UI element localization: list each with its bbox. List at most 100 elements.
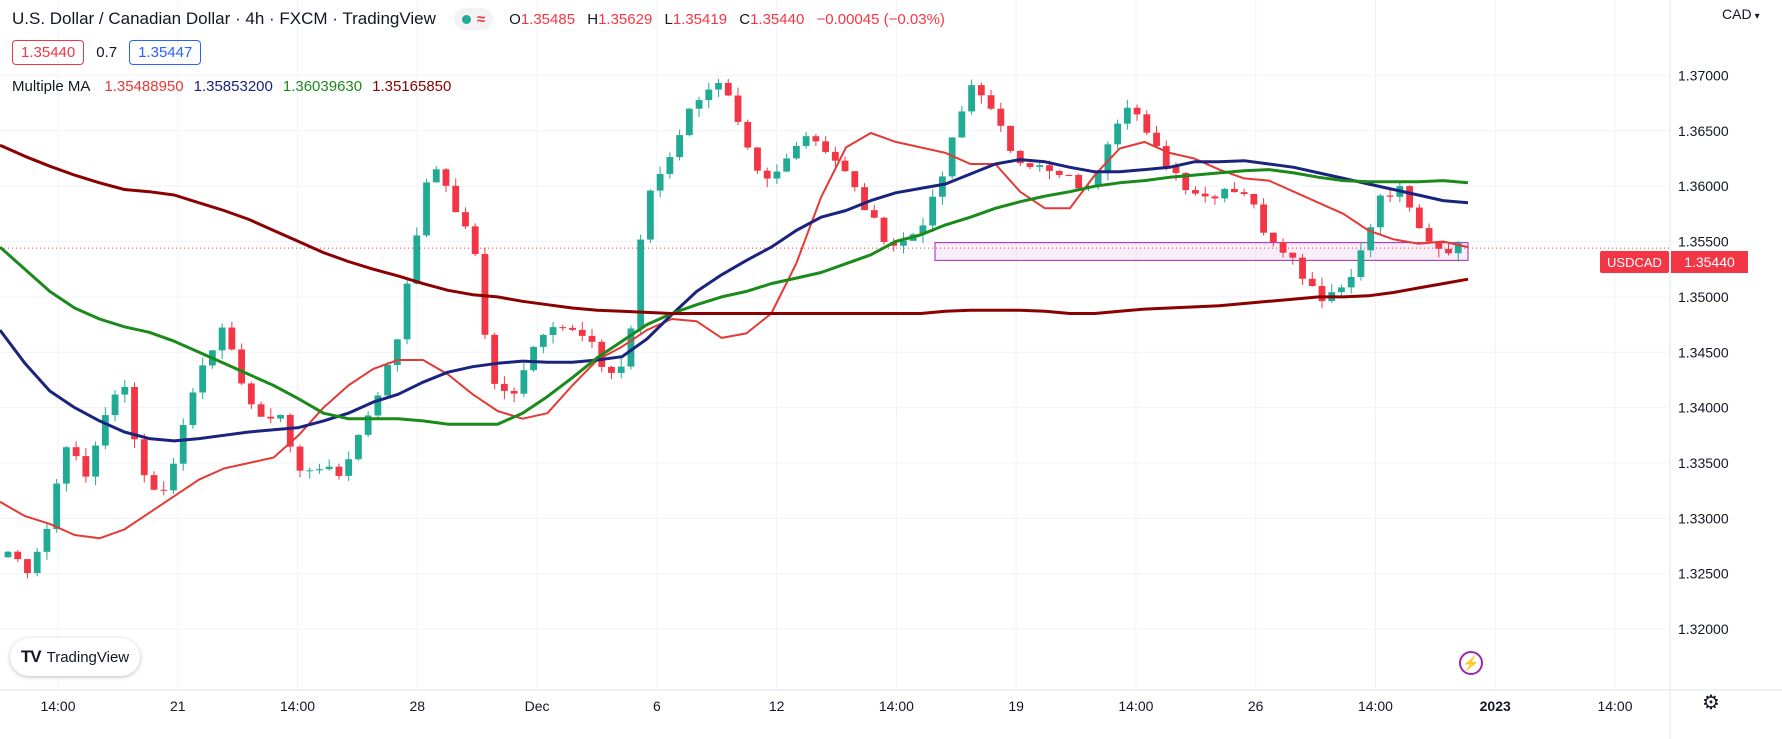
candle-body — [578, 329, 586, 336]
market-open-dot-icon — [461, 14, 471, 24]
candle-body — [452, 185, 460, 213]
candle-body — [831, 151, 839, 161]
moving-averages-layer — [0, 132, 1469, 540]
candle-body — [715, 82, 722, 90]
candle-body — [754, 147, 761, 171]
candle-body — [101, 415, 109, 446]
ohlc-readout: O1.35485 H1.35629 L1.35419 C1.35440 −0.0… — [509, 11, 953, 28]
x-tick-label: 14:00 — [1597, 698, 1632, 714]
y-tick-label: 1.35000 — [1678, 289, 1729, 305]
candle-body — [773, 171, 781, 179]
zone-rect — [934, 242, 1469, 261]
candle-body — [345, 459, 353, 476]
candle-body — [880, 217, 888, 243]
market-status-badge[interactable]: ≈ — [453, 8, 494, 30]
candle-body — [403, 283, 411, 340]
x-tick-label: Dec — [525, 698, 550, 714]
candle-body — [1162, 146, 1170, 167]
candle-body — [812, 136, 820, 142]
currency-label: CAD — [1722, 6, 1752, 22]
candle-body — [1406, 186, 1414, 208]
candle-body — [1338, 287, 1345, 293]
candle-body — [199, 365, 207, 393]
open-label: O — [509, 10, 521, 28]
candle-body — [131, 386, 138, 440]
candle-body — [510, 390, 518, 394]
brand-label: TradingView — [46, 648, 130, 666]
symbol-title[interactable]: U.S. Dollar / Canadian Dollar · 4h · FXC… — [12, 9, 436, 28]
candle-body — [1308, 278, 1316, 286]
symbol-price-tag: USDCAD — [1600, 251, 1669, 273]
candle-body — [1172, 166, 1180, 174]
candle-body — [1143, 114, 1151, 133]
candle-body — [491, 334, 499, 384]
candle-body — [384, 364, 392, 396]
candle-body — [685, 108, 693, 136]
currency-selector[interactable]: CAD ▾ — [1722, 6, 1760, 22]
candle-body — [286, 414, 294, 447]
candle-body — [900, 240, 907, 246]
candle-body — [763, 170, 771, 179]
candle-body — [1133, 107, 1141, 115]
y-tick-label: 1.36000 — [1678, 178, 1729, 194]
chevron-down-icon: ▾ — [1754, 11, 1760, 22]
tradingview-logo[interactable]: TV TradingView — [10, 638, 140, 676]
candle-body — [92, 445, 100, 477]
candle-body — [530, 346, 538, 371]
candle-body — [354, 434, 362, 460]
candle-body — [1192, 190, 1199, 194]
candle-body — [977, 85, 985, 96]
sell-price-button[interactable]: 1.35440 — [12, 40, 85, 65]
candle-body — [1075, 174, 1083, 189]
candle-body — [1318, 285, 1326, 302]
candle-body — [1435, 241, 1443, 249]
y-tick-label: 1.35500 — [1678, 234, 1729, 250]
candle-body — [1279, 242, 1287, 253]
candle-body — [179, 424, 187, 464]
candle-body — [822, 141, 830, 152]
indicator-legend[interactable]: Multiple MA 1.35488950 1.35853200 1.3603… — [12, 78, 451, 95]
time-axis[interactable]: 14:00 21 14:00 28 Dec 6 12 14:00 19 14:00 26 14:00 2… — [40, 698, 1632, 714]
y-tick-label: 1.32000 — [1678, 621, 1729, 637]
candle-body — [1123, 107, 1131, 124]
candle-body — [744, 121, 752, 148]
ma-line-3 — [0, 168, 1469, 426]
candle-body — [841, 160, 849, 172]
lightning-icon[interactable]: ⚡ — [1459, 651, 1483, 675]
candle-body — [1425, 228, 1433, 242]
close-value: 1.35440 — [750, 10, 805, 28]
candle-body — [1260, 204, 1268, 233]
candle-body — [160, 489, 168, 491]
candle-body — [247, 383, 255, 405]
x-tick-label: 19 — [1008, 698, 1024, 714]
x-tick-label: 2023 — [1480, 698, 1511, 714]
ma-value-1: 1.35488950 — [104, 78, 184, 95]
change-value: −0.00045 (−0.03%) — [816, 10, 945, 28]
candle-body — [861, 187, 868, 211]
candle-body — [1299, 257, 1306, 279]
low-value: 1.35419 — [672, 10, 728, 28]
candle-body — [1114, 123, 1122, 145]
ma-line-4 — [0, 143, 1469, 315]
candle-body — [695, 100, 703, 109]
ma-value-3: 1.36039630 — [282, 78, 363, 95]
indicator-name: Multiple MA — [12, 78, 91, 95]
x-tick-label: 6 — [653, 698, 661, 714]
candle-body — [442, 169, 450, 186]
buy-price-button[interactable]: 1.35447 — [129, 40, 202, 65]
x-tick-label: 14:00 — [40, 698, 75, 714]
open-value: 1.35485 — [520, 10, 576, 28]
candle-body — [325, 466, 333, 470]
candle-body — [705, 89, 713, 101]
gear-icon[interactable]: ⚙ — [1702, 692, 1720, 714]
candle-body — [870, 210, 878, 218]
ma-line-2 — [0, 158, 1469, 443]
candle-body — [851, 171, 859, 188]
high-label: H — [587, 10, 599, 28]
candle-body — [968, 85, 976, 112]
candle-body — [277, 414, 284, 419]
candle-body — [257, 404, 265, 417]
price-axis[interactable]: 1.37000 1.36500 1.36000 1.35500 1.35000 1.345… — [1678, 67, 1729, 637]
candle-body — [1415, 207, 1423, 229]
